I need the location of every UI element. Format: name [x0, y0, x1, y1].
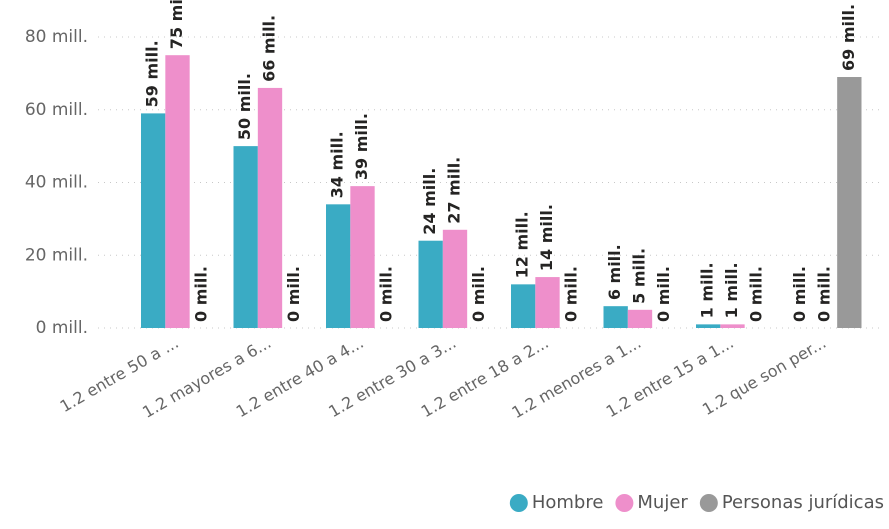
value-label: 12 mill.	[513, 211, 532, 278]
value-label: 75 mill.	[167, 0, 186, 49]
legend-swatch	[509, 494, 528, 512]
bar	[535, 277, 560, 328]
value-label: 27 mill.	[445, 157, 464, 224]
y-tick-label: 40 mill.	[25, 173, 88, 193]
value-label: 14 mill.	[537, 204, 556, 271]
value-label: 0 mill.	[284, 266, 303, 322]
legend-swatch	[699, 494, 718, 512]
value-label: 50 mill.	[235, 73, 254, 140]
value-label: 69 mill.	[839, 4, 858, 71]
legend-label: Mujer	[637, 492, 688, 513]
bar	[442, 229, 468, 328]
bar	[418, 240, 443, 328]
value-label: 0 mill.	[376, 266, 395, 322]
value-label: 0 mill.	[790, 266, 809, 322]
bar	[627, 309, 653, 328]
value-label: 1 mill.	[698, 262, 717, 318]
bar	[720, 324, 745, 328]
legend-item: Hombre	[509, 492, 604, 513]
legend-label: Personas jurídicas	[722, 492, 884, 513]
bar	[350, 186, 375, 328]
y-tick-label: 0 mill.	[36, 318, 88, 338]
legend-swatch	[615, 494, 634, 512]
y-tick-label: 80 mill.	[25, 27, 88, 47]
legend-item: Personas jurídicas	[699, 492, 884, 513]
value-label: 5 mill.	[630, 248, 649, 304]
bar	[141, 113, 166, 328]
y-tick-label: 60 mill.	[25, 100, 88, 120]
legend-label: Hombre	[532, 492, 604, 513]
value-label: 0 mill.	[469, 266, 488, 322]
bar	[837, 77, 862, 328]
value-label: 59 mill.	[143, 40, 162, 107]
value-label: 39 mill.	[352, 113, 371, 180]
bar	[696, 324, 721, 328]
value-label: 66 mill.	[260, 15, 279, 82]
value-label: 34 mill.	[328, 131, 347, 198]
bar	[165, 55, 190, 328]
bar	[326, 204, 351, 328]
value-label: 0 mill.	[191, 266, 210, 322]
bar	[511, 284, 536, 328]
value-label: 0 mill.	[561, 266, 580, 322]
bar	[257, 87, 283, 328]
value-label: 0 mill.	[815, 266, 834, 322]
y-tick-label: 20 mill.	[25, 245, 88, 265]
bar	[603, 306, 628, 328]
value-label: 1 mill.	[722, 262, 741, 318]
bar	[233, 146, 258, 328]
value-label: 6 mill.	[605, 244, 624, 300]
value-label: 0 mill.	[654, 266, 673, 322]
value-label: 0 mill.	[746, 266, 765, 322]
legend-item: Mujer	[615, 492, 688, 513]
value-label: 24 mill.	[420, 168, 439, 235]
